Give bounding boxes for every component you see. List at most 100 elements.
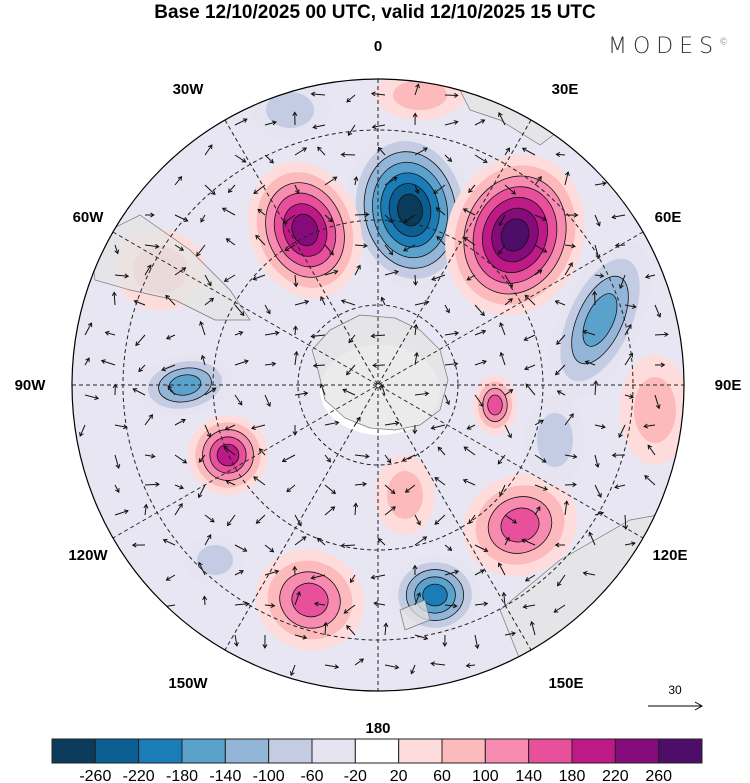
wind-vector: [383, 622, 389, 636]
vector-reference-label: 30: [668, 683, 682, 697]
wind-vector: [114, 273, 130, 279]
wind-vector: [204, 144, 213, 156]
wind-vector: [200, 214, 206, 223]
wind-vector: [593, 380, 599, 396]
wind-vector: [281, 454, 296, 463]
lon-label-180: 180: [365, 720, 390, 737]
wind-vector: [293, 350, 299, 366]
wind-vector: [499, 322, 506, 336]
wind-vector: [524, 364, 536, 371]
wind-vector: [444, 120, 459, 126]
wind-vector: [234, 304, 245, 317]
colorbar-tick-label: -260: [79, 768, 111, 783]
colorbar-tick-label: -100: [253, 768, 285, 783]
wind-vector: [262, 634, 268, 649]
wind-vector: [384, 244, 394, 256]
wind-vector: [444, 154, 453, 163]
colorbar: [51, 738, 703, 764]
wind-vector: [112, 383, 118, 396]
wind-vector: [292, 565, 298, 576]
wind-vector: [534, 484, 549, 491]
wind-vector: [564, 453, 578, 459]
wind-vector: [529, 620, 536, 636]
wind-vector: [354, 658, 365, 666]
wind-vector: [264, 603, 276, 609]
wind-vector: [324, 664, 340, 670]
wind-vector: [324, 244, 334, 256]
wind-vector: [342, 388, 356, 396]
wind-vector: [294, 536, 307, 546]
colorbar-tick-label: 140: [515, 768, 542, 783]
wind-vector: [444, 92, 459, 98]
wind-vector: [204, 514, 215, 523]
map-border: [71, 78, 685, 692]
wind-vector: [204, 297, 215, 306]
wind-vector: [414, 83, 420, 96]
wind-vector: [588, 531, 596, 546]
wind-vector: [372, 362, 386, 368]
wind-vector: [444, 304, 450, 314]
wind-vector: [174, 418, 186, 426]
wind-vector: [498, 562, 506, 576]
wind-vector: [611, 214, 626, 220]
wind-vector: [223, 445, 236, 456]
wind-vector: [498, 244, 506, 255]
wind-vector: [462, 208, 476, 216]
wind-vector: [353, 502, 359, 516]
wind-vector: [104, 330, 116, 336]
colorbar-tick-label: 220: [602, 768, 629, 783]
wind-vector: [100, 359, 116, 366]
wind-vector: [592, 290, 598, 306]
wind-vector: [114, 484, 120, 493]
wind-vector: [444, 569, 460, 576]
negative-anomaly-contour: [582, 293, 618, 347]
wind-vector: [224, 424, 236, 431]
wind-vector: [414, 514, 421, 526]
colorbar-swatch: [311, 738, 356, 764]
wind-vector: [257, 208, 266, 216]
wind-vector: [225, 480, 236, 486]
wind-vector: [135, 334, 146, 347]
wind-vector: [654, 394, 661, 410]
wind-vector: [462, 478, 476, 486]
wind-vector: [310, 91, 326, 97]
wind-vector: [624, 304, 637, 309]
wind-vector: [354, 264, 361, 276]
wind-vector: [466, 424, 476, 430]
wind-vector: [317, 146, 326, 156]
wind-vector: [264, 394, 271, 408]
wind-vector: [323, 621, 329, 636]
wind-vector: [524, 574, 536, 582]
wind-vector: [353, 176, 359, 186]
wind-vector: [144, 414, 154, 426]
wind-vector: [324, 506, 336, 516]
wind-vector: [474, 544, 489, 553]
wind-vector: [253, 184, 266, 195]
lon-label-90e: 90E: [715, 377, 742, 394]
wind-vector: [294, 391, 309, 396]
wind-vector: [313, 601, 326, 607]
wind-vector: [202, 595, 208, 606]
wind-vector: [643, 423, 656, 429]
wind-vector: [522, 604, 536, 609]
wind-vector: [414, 391, 430, 397]
wind-vector: [144, 264, 152, 276]
colorbar-swatch: [181, 738, 226, 764]
wind-vector: [594, 484, 602, 498]
wind-vector: [377, 537, 386, 546]
wind-vector: [563, 500, 569, 516]
wind-vector: [114, 244, 120, 255]
wind-vector: [319, 383, 326, 396]
wind-vector: [647, 444, 656, 456]
wind-vector: [264, 120, 277, 126]
wind-vector: [504, 424, 512, 439]
colorbar-swatch: [441, 738, 486, 764]
wind-vector: [250, 424, 266, 431]
wind-vector: [414, 184, 420, 195]
wind-vector: [384, 269, 399, 276]
wind-vector: [346, 624, 356, 636]
colorbar-tick-label: 100: [472, 768, 499, 783]
graticule: [72, 79, 684, 691]
wind-vector: [384, 214, 394, 223]
figure-title: Base 12/10/2025 00 UTC, valid 12/10/2025…: [154, 2, 596, 23]
